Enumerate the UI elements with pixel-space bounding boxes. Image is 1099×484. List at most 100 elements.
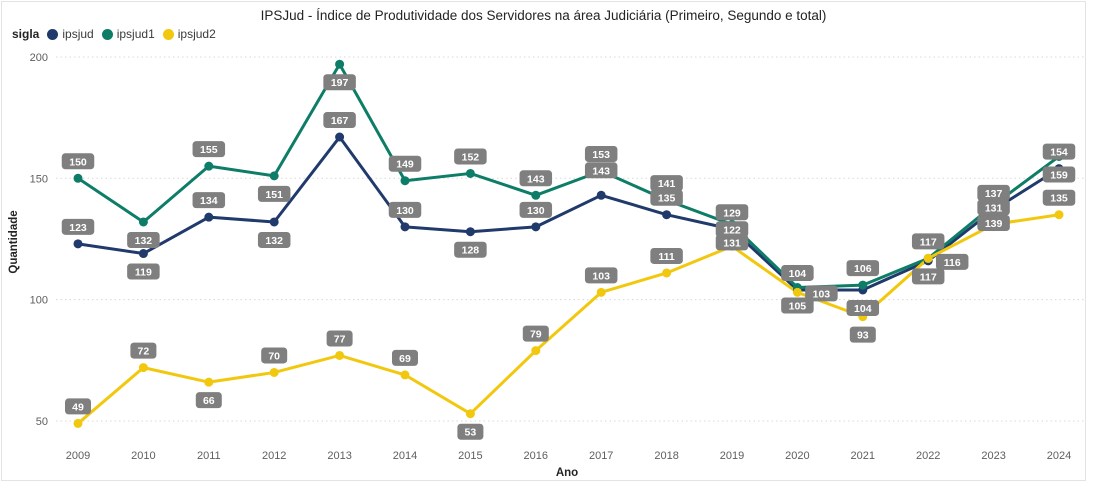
- line-chart-visual: IPSJud - Índice de Produtividade dos Ser…: [1, 1, 1086, 481]
- data-point-ipsjud2-2016[interactable]: [531, 346, 541, 356]
- data-label-ipsjud1-2011: 155: [192, 141, 226, 158]
- data-point-ipsjud2-2014[interactable]: [400, 370, 410, 380]
- svg-text:134: 134: [200, 195, 218, 207]
- data-label-ipsjud2-2023: 131: [977, 199, 1010, 216]
- data-point-ipsjud2-2011[interactable]: [204, 377, 214, 387]
- data-label-ipsjud2-2021: 93: [849, 326, 876, 343]
- data-point-ipsjud1-2010[interactable]: [138, 217, 148, 227]
- chart-title: IPSJud - Índice de Produtividade dos Ser…: [260, 8, 827, 23]
- data-point-ipsjud2-2010[interactable]: [138, 363, 148, 373]
- series-line-ipsjud2: [76, 213, 1061, 425]
- data-label-ipsjud2-2022: 117: [911, 233, 945, 250]
- data-label-ipsjud2-2019: 122: [715, 221, 749, 238]
- data-point-ipsjud-2011[interactable]: [204, 212, 214, 222]
- svg-text:159: 159: [1050, 169, 1068, 181]
- data-label-ipsjud2-2014: 69: [392, 349, 418, 366]
- svg-text:53: 53: [465, 427, 477, 439]
- legend-item-ipsjud1[interactable]: ipsjud1: [101, 27, 155, 41]
- svg-text:66: 66: [203, 395, 215, 407]
- y-tick-label: 150: [30, 173, 48, 185]
- data-label-ipsjud-2017: 143: [584, 162, 618, 179]
- data-point-ipsjud1-2009[interactable]: [73, 173, 83, 183]
- data-point-ipsjud-2013[interactable]: [335, 132, 345, 142]
- data-label-ipsjud1-2021: 106: [846, 260, 880, 277]
- data-label-ipsjud-2024: 154: [1042, 143, 1076, 160]
- data-point-ipsjud-2012[interactable]: [269, 217, 279, 227]
- data-point-ipsjud-2015[interactable]: [465, 227, 475, 237]
- svg-text:149: 149: [396, 159, 414, 171]
- legend: sigla ipsjud ipsjud1 ipsjud2: [12, 27, 224, 41]
- y-tick-label: 200: [30, 52, 48, 64]
- data-point-ipsjud2-2017[interactable]: [596, 287, 606, 297]
- plot-area: 50 100 150 200 2009 2010 2011 2012 2013 2014 2015 2…: [8, 52, 1086, 479]
- data-point-ipsjud1-2016[interactable]: [531, 190, 541, 200]
- svg-text:132: 132: [265, 235, 283, 247]
- x-tick-label: 2020: [785, 450, 809, 462]
- legend-item-ipsjud2[interactable]: ipsjud2: [162, 27, 216, 41]
- data-point-ipsjud-2009[interactable]: [73, 239, 83, 249]
- data-label-ipsjud2-2009: 49: [65, 398, 91, 415]
- data-label-ipsjud-2013: 167: [323, 112, 356, 129]
- data-label-ipsjud-2016: 130: [519, 201, 553, 218]
- svg-text:49: 49: [72, 401, 84, 413]
- legend-dot-icon: [47, 28, 59, 40]
- x-tick-label: 2014: [393, 450, 417, 462]
- data-point-ipsjud2-2024[interactable]: [1054, 210, 1064, 220]
- svg-text:143: 143: [527, 173, 545, 185]
- data-point-ipsjud-2017[interactable]: [596, 190, 606, 200]
- svg-text:116: 116: [944, 257, 961, 269]
- svg-text:117: 117: [920, 271, 937, 283]
- x-tick-label: 2017: [589, 450, 613, 462]
- data-point-ipsjud2-2012[interactable]: [269, 367, 279, 377]
- y-axis-title: Quantidade: [8, 210, 20, 273]
- data-label-ipsjud1-2017: 153: [584, 146, 618, 163]
- data-point-ipsjud1-2014[interactable]: [400, 176, 410, 186]
- svg-text:155: 155: [200, 144, 218, 156]
- x-tick-label: 2023: [981, 450, 1005, 462]
- svg-text:151: 151: [265, 189, 283, 201]
- legend-item-label: ipsjud: [62, 27, 94, 41]
- svg-text:119: 119: [135, 267, 152, 279]
- svg-text:130: 130: [527, 205, 545, 217]
- data-point-ipsjud2-2009[interactable]: [73, 418, 83, 428]
- x-tick-label: 2021: [851, 450, 875, 462]
- data-label-ipsjud-2009: 123: [61, 218, 95, 235]
- data-label-ipsjud2-2013: 77: [326, 330, 353, 347]
- legend-item-label: ipsjud2: [177, 27, 216, 41]
- svg-text:104: 104: [789, 268, 807, 280]
- svg-text:131: 131: [723, 237, 741, 249]
- data-point-ipsjud-2014[interactable]: [400, 222, 410, 232]
- data-point-ipsjud-2018[interactable]: [662, 210, 672, 220]
- data-point-ipsjud-2010[interactable]: [138, 249, 148, 259]
- svg-text:141: 141: [658, 178, 676, 190]
- data-point-ipsjud2-2018[interactable]: [662, 268, 672, 278]
- series-line-ipsjud: [76, 135, 1061, 292]
- data-point-ipsjud2-2020[interactable]: [792, 287, 802, 297]
- svg-text:72: 72: [138, 346, 150, 358]
- data-point-ipsjud2-2013[interactable]: [335, 350, 345, 360]
- data-point-ipsjud1-2011[interactable]: [204, 161, 214, 171]
- x-tick-label: 2019: [720, 450, 744, 462]
- x-tick-label: 2016: [524, 450, 548, 462]
- data-label-ipsjud2-2018: 111: [650, 247, 683, 264]
- data-point-ipsjud1-2012[interactable]: [269, 171, 279, 181]
- svg-text:103: 103: [813, 288, 831, 300]
- data-point-ipsjud1-2021[interactable]: [858, 280, 868, 290]
- data-label-ipsjud1-2015: 152: [454, 148, 487, 165]
- data-label-ipsjud1-2019: 131: [715, 234, 749, 251]
- data-point-ipsjud2-2022[interactable]: [923, 253, 933, 263]
- data-label-ipsjud-2011: 134: [192, 192, 226, 209]
- data-label-ipsjud1-2022: 117: [911, 268, 945, 285]
- x-tick-label: 2024: [1047, 450, 1071, 462]
- data-label-ipsjud2-2015: 53: [457, 423, 484, 440]
- legend-item-ipsjud[interactable]: ipsjud: [47, 27, 94, 41]
- data-point-ipsjud1-2013[interactable]: [335, 59, 345, 69]
- svg-text:135: 135: [1050, 193, 1068, 205]
- svg-text:129: 129: [723, 207, 741, 219]
- data-point-ipsjud-2016[interactable]: [531, 222, 541, 232]
- svg-text:197: 197: [331, 77, 349, 89]
- svg-text:130: 130: [396, 205, 414, 217]
- data-point-ipsjud2-2015[interactable]: [465, 409, 475, 419]
- data-point-ipsjud1-2015[interactable]: [465, 168, 475, 178]
- x-tick-label: 2013: [327, 450, 351, 462]
